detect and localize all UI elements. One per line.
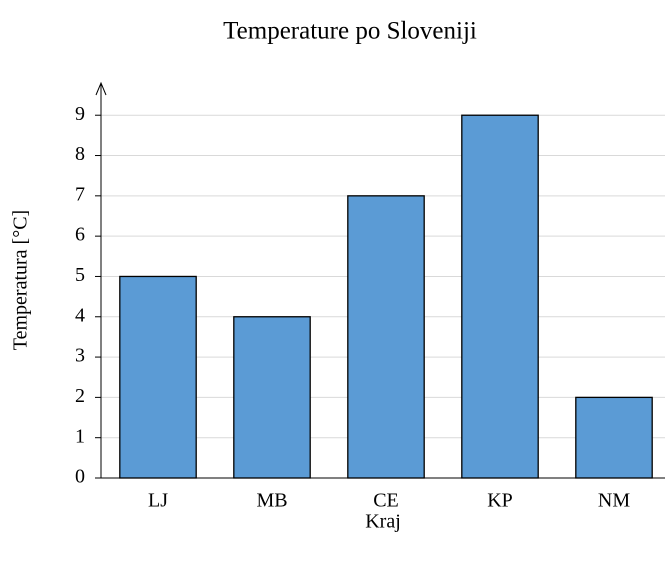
y-tick-label: 3 [75,345,85,367]
x-tick-label: MB [256,490,287,512]
bar [575,396,653,479]
chart-title: Temperature po Sloveniji [223,18,477,45]
y-tick-label: 7 [75,183,85,205]
y-axis-arrow [95,81,107,96]
x-tick-label: LJ [148,490,168,512]
bar [347,195,425,479]
y-axis-label: Temperatura [°C] [10,210,32,350]
y-tick-label: 1 [75,425,85,447]
y-tick-label: 4 [75,304,85,326]
y-tick-label: 0 [75,466,85,488]
x-axis-label: Kraj [365,511,401,533]
bar [119,275,197,479]
x-tick-label: NM [598,490,630,512]
x-tick-label: KP [487,490,513,512]
y-tick-label: 2 [75,385,85,407]
bar [233,316,311,479]
bar [461,114,539,479]
y-tick-label: 6 [75,224,85,246]
y-tick-label: 8 [75,143,85,165]
y-tick-label: 9 [75,103,85,125]
x-tick-label: CE [373,490,399,512]
y-tick-label: 5 [75,264,85,286]
